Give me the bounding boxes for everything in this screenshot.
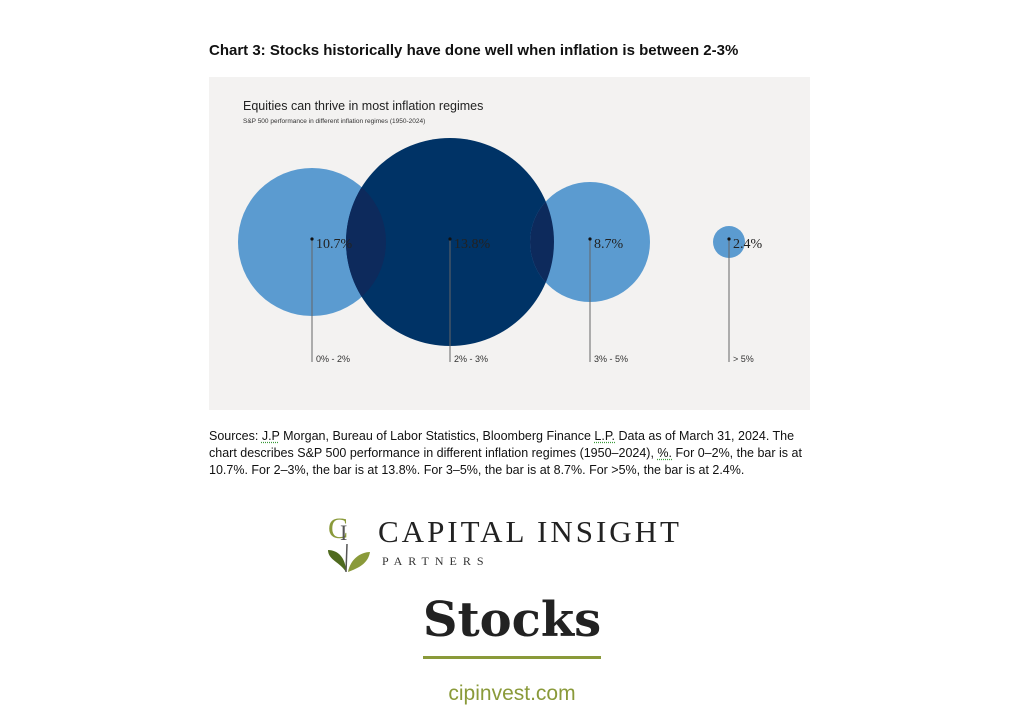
sources-text: Sources: <box>209 429 262 443</box>
title-underline <box>423 656 601 659</box>
sources-jp-abbr: J.P <box>261 429 280 443</box>
capital-insight-logo: C I CAPITAL INSIGHT PARTNERS <box>326 510 706 576</box>
category-label-1: 0% - 2% <box>316 354 350 364</box>
category-label-3: 3% - 5% <box>594 354 628 364</box>
marker-dot-2 <box>448 237 452 241</box>
sources-text: Data as of March 31, 2024. The chart des… <box>209 429 795 460</box>
bubble-group <box>238 138 745 346</box>
value-label-3: 8.7% <box>594 237 624 252</box>
sources-lp-abbr: L.P. <box>594 429 616 443</box>
marker-dot-4 <box>727 237 731 241</box>
category-label-2: 2% - 3% <box>454 354 488 364</box>
chart-title: Equities can thrive in most inflation re… <box>243 99 483 113</box>
marker-dot-3 <box>588 237 592 241</box>
bubble-chart: Equities can thrive in most inflation re… <box>238 99 763 364</box>
svg-text:I: I <box>340 520 347 545</box>
chart-heading: Chart 3: Stocks historically have done w… <box>209 42 739 59</box>
sources-note: Sources: J.P Morgan, Bureau of Labor Sta… <box>209 428 809 479</box>
page-title: Stocks <box>422 592 602 648</box>
svg-text:C: C <box>328 512 348 545</box>
leaf-monogram-icon: C I <box>328 512 370 573</box>
chart-subtitle: S&P 500 performance in different inflati… <box>243 118 425 125</box>
website-link[interactable]: cipinvest.com <box>448 682 576 705</box>
marker-dot-1 <box>310 237 314 241</box>
brand-name: CAPITAL INSIGHT <box>378 514 682 549</box>
chart-panel: Equities can thrive in most inflation re… <box>209 77 810 410</box>
brand-tagline: PARTNERS <box>382 554 490 568</box>
value-label-4: 2.4% <box>733 237 763 252</box>
sources-pct-mark: %. <box>657 446 673 460</box>
sources-text: For 0–2%, the bar is at 10.7%. For 2–3%,… <box>209 446 802 477</box>
category-label-4: > 5% <box>733 354 754 364</box>
marker-group: 10.7% 0% - 2% 13.8% 2% - 3% 8.7% 3% - 5% 2.4% >… <box>310 237 763 364</box>
value-label-2: 13.8% <box>454 237 491 252</box>
value-label-1: 10.7% <box>316 237 353 252</box>
sources-text: Morgan, Bureau of Labor Statistics, Bloo… <box>279 429 595 443</box>
